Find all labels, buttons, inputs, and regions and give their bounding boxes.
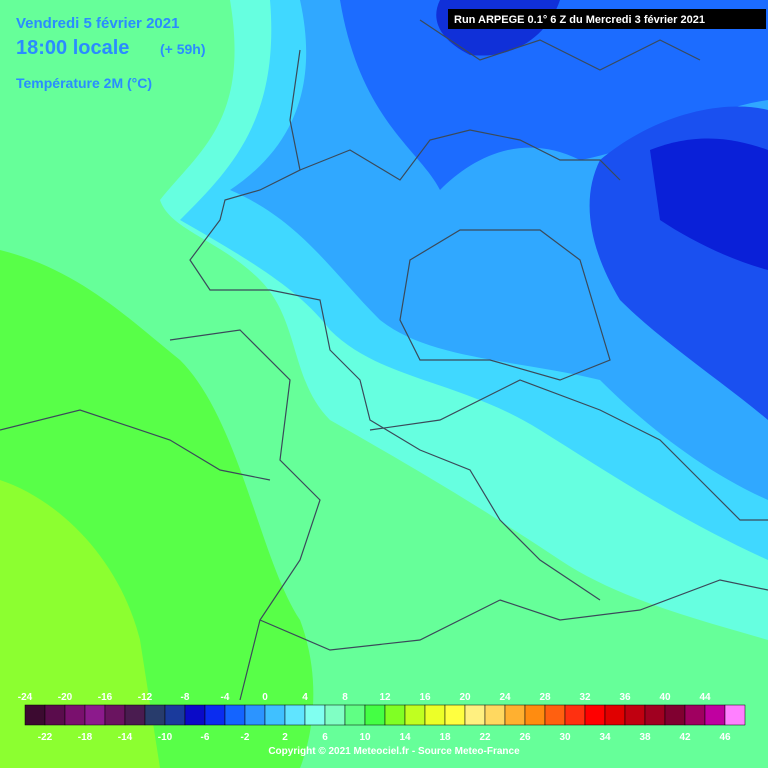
legend-label: -24 — [18, 692, 33, 703]
legend-label: 32 — [579, 692, 591, 703]
legend-swatch — [624, 704, 646, 726]
legend-swatch — [44, 704, 66, 726]
legend-label: -6 — [201, 732, 210, 743]
legend-swatch — [144, 704, 166, 726]
legend-label: 12 — [379, 692, 391, 703]
legend-swatch — [484, 704, 506, 726]
run-info: Run ARPEGE 0.1° 6 Z du Mercredi 3 févrie… — [454, 14, 705, 26]
legend-label: 22 — [479, 732, 491, 743]
legend-swatch — [444, 704, 466, 726]
legend-swatch — [124, 704, 146, 726]
legend-swatch — [204, 704, 226, 726]
coastline — [419, 19, 701, 71]
border-line — [169, 329, 321, 701]
legend-label: 20 — [459, 692, 471, 703]
legend-swatch — [164, 704, 186, 726]
field-coldest — [650, 138, 768, 270]
legend-label: 30 — [559, 732, 571, 743]
coastline — [299, 129, 621, 181]
legend-swatch — [584, 704, 606, 726]
border-line — [0, 409, 271, 481]
date: Vendredi 5 février 2021 — [16, 15, 179, 32]
run-box — [448, 9, 766, 29]
legend-label: 6 — [322, 732, 328, 743]
legend-label: 36 — [619, 692, 631, 703]
border-line — [189, 49, 601, 601]
legend-swatch — [84, 704, 106, 726]
legend-swatch — [364, 704, 386, 726]
legend-swatch — [104, 704, 126, 726]
legend-label: 14 — [399, 732, 411, 743]
legend-swatch — [424, 704, 446, 726]
legend-swatch — [304, 704, 326, 726]
legend-label: -14 — [118, 732, 133, 743]
legend-label: -12 — [138, 692, 153, 703]
legend-label: 8 — [342, 692, 348, 703]
legend-label: 40 — [659, 692, 671, 703]
legend-label: 16 — [419, 692, 431, 703]
legend-swatch — [664, 704, 686, 726]
legend-label: 2 — [282, 732, 288, 743]
legend: -24 -20 -16 -12 -8 -4 0 4 8 12 16 20 24 28 32 36 40 44-22… — [18, 692, 746, 743]
legend-swatch — [224, 704, 246, 726]
copyright: Copyright © 2021 Meteociel.fr - Source M… — [268, 746, 520, 757]
legend-swatch — [284, 704, 306, 726]
legend-label: 4 — [302, 692, 308, 703]
legend-swatch — [404, 704, 426, 726]
legend-label: 42 — [679, 732, 691, 743]
legend-label: -16 — [98, 692, 113, 703]
legend-label: -8 — [181, 692, 190, 703]
legend-swatch — [244, 704, 266, 726]
legend-swatch — [544, 704, 566, 726]
legend-swatch — [684, 704, 706, 726]
parameter: Température 2M (°C) — [16, 75, 152, 91]
field-warmer — [0, 480, 160, 768]
legend-label: 34 — [599, 732, 611, 743]
legend-swatch — [564, 704, 586, 726]
legend-swatch — [704, 704, 726, 726]
border-line — [369, 379, 768, 521]
legend-swatch — [24, 704, 46, 726]
legend-label: 44 — [699, 692, 711, 703]
legend-label: 0 — [262, 692, 268, 703]
legend-label: 26 — [519, 732, 531, 743]
time: 18:00 locale — [16, 37, 129, 59]
legend-label: -18 — [78, 732, 93, 743]
legend-swatch — [724, 704, 746, 726]
legend-label: -20 — [58, 692, 73, 703]
legend-swatch — [524, 704, 546, 726]
legend-swatch — [504, 704, 526, 726]
legend-label: 28 — [539, 692, 551, 703]
legend-swatch — [344, 704, 366, 726]
legend-label: -10 — [158, 732, 173, 743]
legend-label: -2 — [241, 732, 250, 743]
legend-swatch — [184, 704, 206, 726]
region-border — [399, 229, 611, 381]
legend-label: 18 — [439, 732, 451, 743]
legend-label: 24 — [499, 692, 511, 703]
legend-label: 38 — [639, 732, 651, 743]
legend-label: -4 — [221, 692, 230, 703]
border-line — [499, 579, 768, 621]
lead-time: (+ 59h) — [160, 41, 206, 57]
legend-swatch — [324, 704, 346, 726]
legend-swatch — [644, 704, 666, 726]
legend-swatch — [604, 704, 626, 726]
legend-label: 10 — [359, 732, 371, 743]
legend-label: -22 — [38, 732, 53, 743]
border-line — [259, 599, 501, 651]
legend-swatch — [384, 704, 406, 726]
field-cold-north — [340, 0, 768, 190]
legend-swatch — [464, 704, 486, 726]
legend-label: 46 — [719, 732, 731, 743]
legend-swatch — [264, 704, 286, 726]
legend-swatch — [64, 704, 86, 726]
